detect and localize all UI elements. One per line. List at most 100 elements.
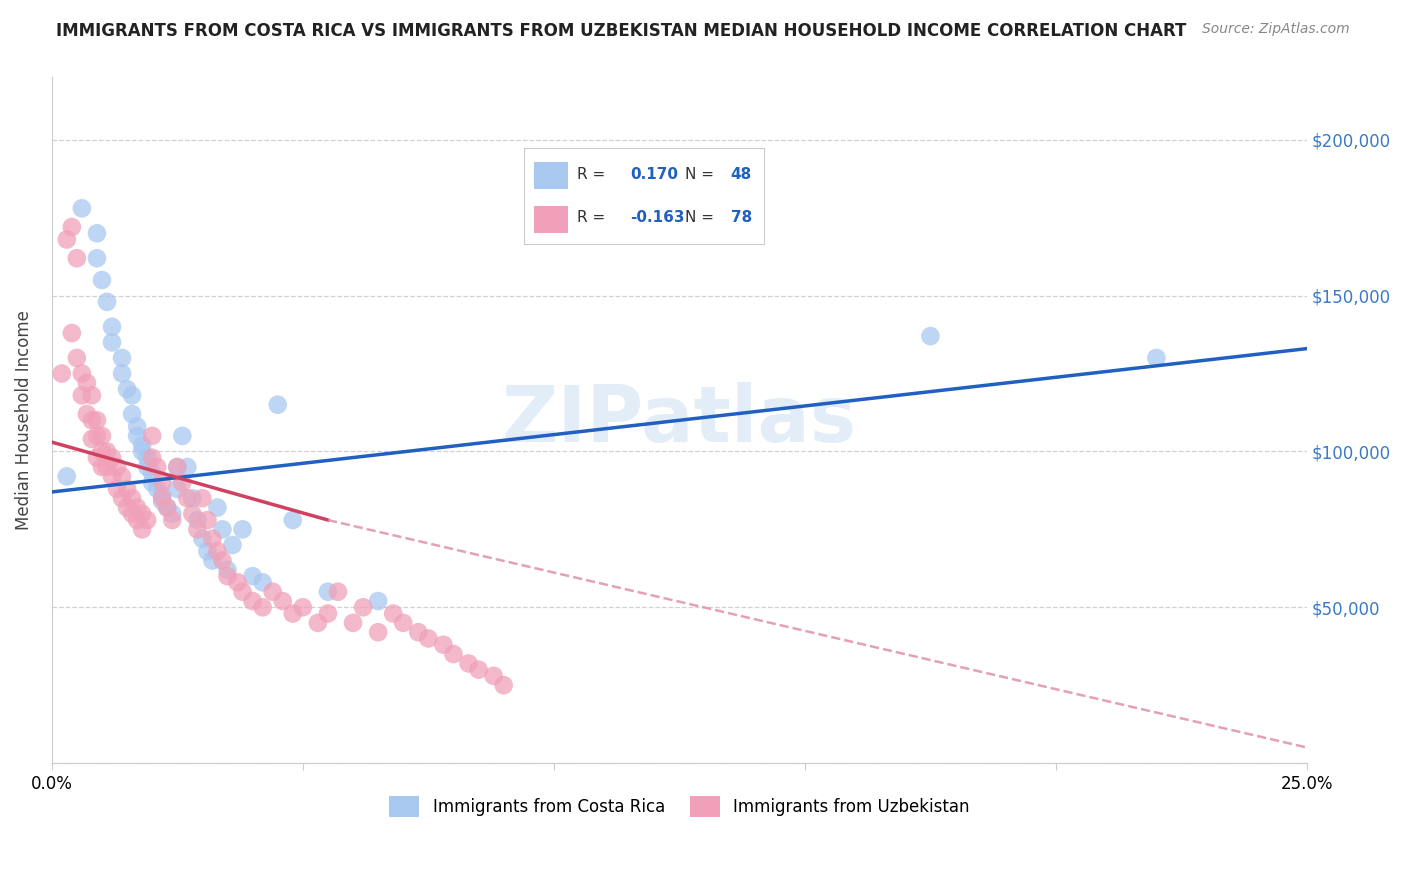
Point [121, 507, 143, 521]
Point [217, 569, 239, 583]
Text: Source: ZipAtlas.com: Source: ZipAtlas.com [1202, 22, 1350, 37]
Point [176, 460, 198, 475]
Point [252, 575, 274, 590]
Point [150, 488, 173, 502]
Point [242, 594, 264, 608]
Point [482, 669, 505, 683]
Point [181, 491, 204, 506]
Text: R =: R = [578, 210, 610, 225]
Point [207, 544, 229, 558]
Point [127, 429, 149, 443]
Point [1144, 351, 1167, 365]
Point [326, 584, 349, 599]
Point [111, 351, 134, 365]
Point [91, 444, 114, 458]
Point [56, 469, 79, 483]
Point [207, 500, 229, 515]
Point [162, 513, 184, 527]
Point [221, 538, 243, 552]
FancyBboxPatch shape [534, 161, 568, 188]
Point [146, 482, 169, 496]
Point [172, 429, 194, 443]
Point [136, 513, 159, 527]
Point [211, 553, 233, 567]
Point [252, 600, 274, 615]
Point [156, 500, 179, 515]
Point [920, 329, 942, 343]
Point [316, 584, 339, 599]
Point [66, 251, 89, 265]
Point [492, 678, 515, 692]
Point [111, 469, 134, 483]
Point [186, 522, 208, 536]
Point [281, 513, 304, 527]
Point [101, 335, 124, 350]
Point [307, 615, 329, 630]
Point [226, 575, 249, 590]
Text: N =: N = [685, 167, 718, 182]
Point [457, 657, 479, 671]
Text: 48: 48 [731, 167, 752, 182]
Point [101, 319, 124, 334]
Point [191, 491, 214, 506]
Point [136, 450, 159, 465]
Point [101, 469, 124, 483]
Point [242, 569, 264, 583]
Point [70, 202, 93, 216]
Point [186, 513, 208, 527]
Point [232, 584, 254, 599]
Point [76, 376, 98, 390]
Point [115, 382, 138, 396]
Point [121, 388, 143, 402]
Point [432, 638, 454, 652]
Point [105, 460, 128, 475]
Point [86, 251, 108, 265]
Point [217, 563, 239, 577]
Point [156, 500, 179, 515]
Point [352, 600, 374, 615]
Text: ZIPatlas: ZIPatlas [502, 383, 856, 458]
Point [80, 388, 103, 402]
Y-axis label: Median Household Income: Median Household Income [15, 310, 32, 530]
Point [127, 500, 149, 515]
Point [172, 475, 194, 490]
Point [70, 367, 93, 381]
Point [232, 522, 254, 536]
Point [291, 600, 314, 615]
Point [418, 632, 440, 646]
Point [141, 467, 163, 481]
Point [70, 388, 93, 402]
Point [86, 450, 108, 465]
Point [467, 663, 489, 677]
Point [105, 482, 128, 496]
Point [150, 475, 173, 490]
Point [271, 594, 294, 608]
Point [141, 429, 163, 443]
Point [111, 491, 134, 506]
Point [211, 522, 233, 536]
Point [80, 432, 103, 446]
Point [162, 507, 184, 521]
Point [115, 500, 138, 515]
Point [316, 607, 339, 621]
Point [136, 460, 159, 475]
Point [86, 429, 108, 443]
Point [51, 367, 73, 381]
Point [66, 351, 89, 365]
Point [197, 513, 219, 527]
Point [176, 491, 198, 506]
Point [262, 584, 284, 599]
Point [86, 227, 108, 241]
Point [166, 460, 188, 475]
Point [367, 594, 389, 608]
Point [111, 367, 134, 381]
Point [441, 647, 464, 661]
Point [121, 407, 143, 421]
Point [191, 532, 214, 546]
Point [91, 429, 114, 443]
Point [201, 553, 224, 567]
Text: 78: 78 [731, 210, 752, 225]
Point [281, 607, 304, 621]
Point [150, 494, 173, 508]
Point [96, 444, 118, 458]
